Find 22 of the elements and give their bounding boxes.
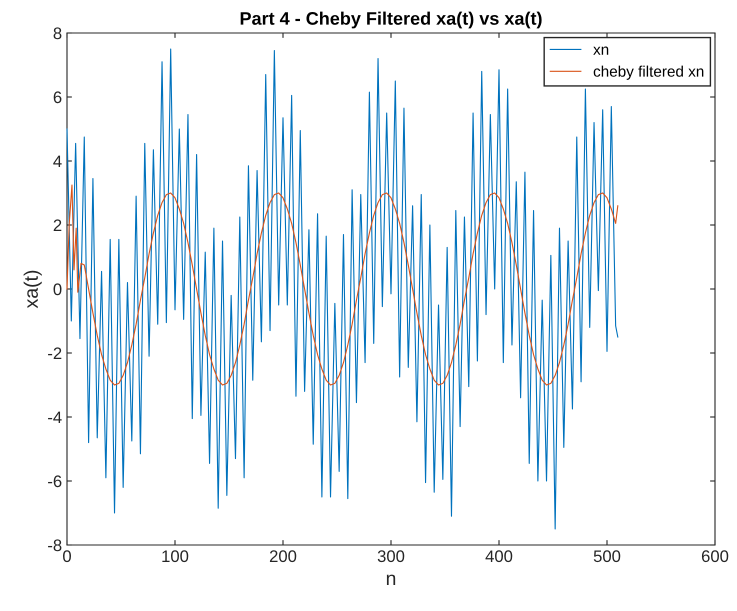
x-tick-label: 0: [63, 550, 71, 562]
x-tick-label: 600: [702, 550, 728, 562]
x-tick-label: 100: [162, 550, 188, 562]
x-tick-label: 500: [594, 550, 620, 562]
y-tick-label: -2: [48, 347, 62, 360]
legend-label: cheby filtered xn: [594, 66, 704, 80]
y-tick-label: 6: [54, 91, 62, 104]
x-tick-label: 300: [378, 550, 404, 562]
x-axis-title: n: [386, 574, 396, 586]
y-tick-label: 0: [54, 283, 62, 296]
y-tick-label: -4: [48, 412, 62, 424]
x-tick-label: 400: [485, 550, 512, 562]
y-tick-label: -6: [48, 475, 62, 488]
y-tick-label: 4: [53, 156, 62, 168]
chart-title: Part 4 - Cheby Filtered xa(t) vs xa(t): [240, 12, 542, 28]
y-tick-label: 8: [54, 27, 62, 40]
y-axis-title: xa(t): [24, 270, 42, 308]
legend-label: xn: [593, 46, 608, 55]
line-series: [66, 184, 618, 386]
y-tick-label: -8: [48, 539, 62, 552]
y-tick-label: 2: [54, 219, 62, 232]
x-tick-label: 200: [270, 550, 296, 562]
